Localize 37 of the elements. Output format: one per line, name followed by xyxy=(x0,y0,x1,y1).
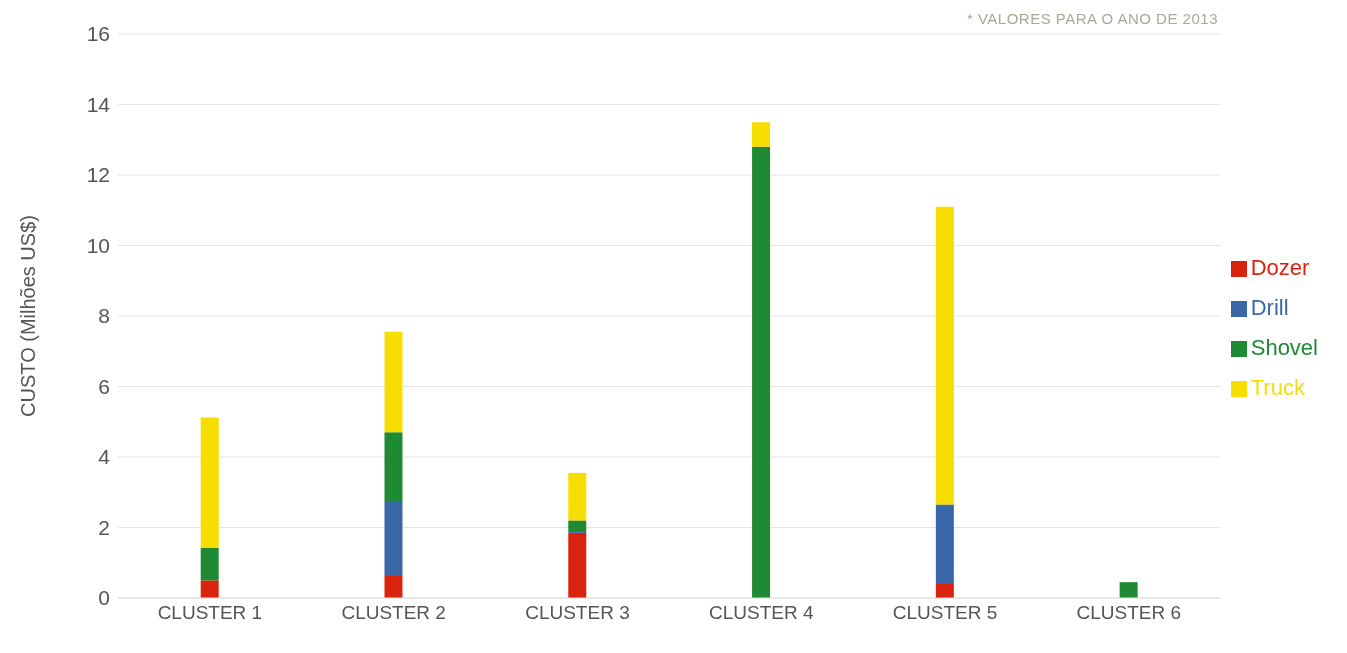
y-tick-label: 2 xyxy=(98,515,110,539)
bar xyxy=(935,583,954,598)
legend-label: Shovel xyxy=(1250,335,1318,360)
bar xyxy=(935,206,954,505)
bar xyxy=(384,331,403,433)
y-tick-label: 6 xyxy=(98,374,110,398)
bar xyxy=(384,432,403,502)
bar xyxy=(935,504,954,584)
bar xyxy=(568,472,587,521)
y-tick-label: 8 xyxy=(98,304,110,328)
y-tick-label: 4 xyxy=(98,445,111,469)
legend-label: Drill xyxy=(1250,295,1289,320)
y-tick-label: 0 xyxy=(98,586,110,610)
x-tick-label: CLUSTER 4 xyxy=(708,602,814,624)
bar xyxy=(384,501,403,576)
bar xyxy=(384,575,403,598)
y-tick-label: 10 xyxy=(86,233,110,257)
bar xyxy=(200,417,219,548)
bar xyxy=(200,547,219,581)
bar xyxy=(200,580,219,598)
x-tick-label: CLUSTER 5 xyxy=(892,602,998,624)
x-tick-label: CLUSTER 2 xyxy=(341,602,446,624)
bar xyxy=(568,520,587,532)
legend-label: Truck xyxy=(1250,375,1305,400)
x-tick-label: CLUSTER 3 xyxy=(525,602,630,624)
bar xyxy=(752,122,771,147)
y-tick-label: 14 xyxy=(86,92,111,116)
bar xyxy=(752,146,771,598)
bar xyxy=(1119,582,1138,598)
y-axis-title: CUSTO (Milhões US$) xyxy=(17,215,40,417)
x-tick-label: CLUSTER 6 xyxy=(1076,602,1182,624)
y-tick-label: 12 xyxy=(86,163,110,187)
text: * VALORES PARA O ANO DE 2013 xyxy=(966,10,1218,27)
bar xyxy=(568,532,587,598)
y-tick-label: 16 xyxy=(86,22,110,46)
x-tick-label: CLUSTER 1 xyxy=(157,602,263,624)
legend-label: Dozer xyxy=(1250,255,1310,280)
